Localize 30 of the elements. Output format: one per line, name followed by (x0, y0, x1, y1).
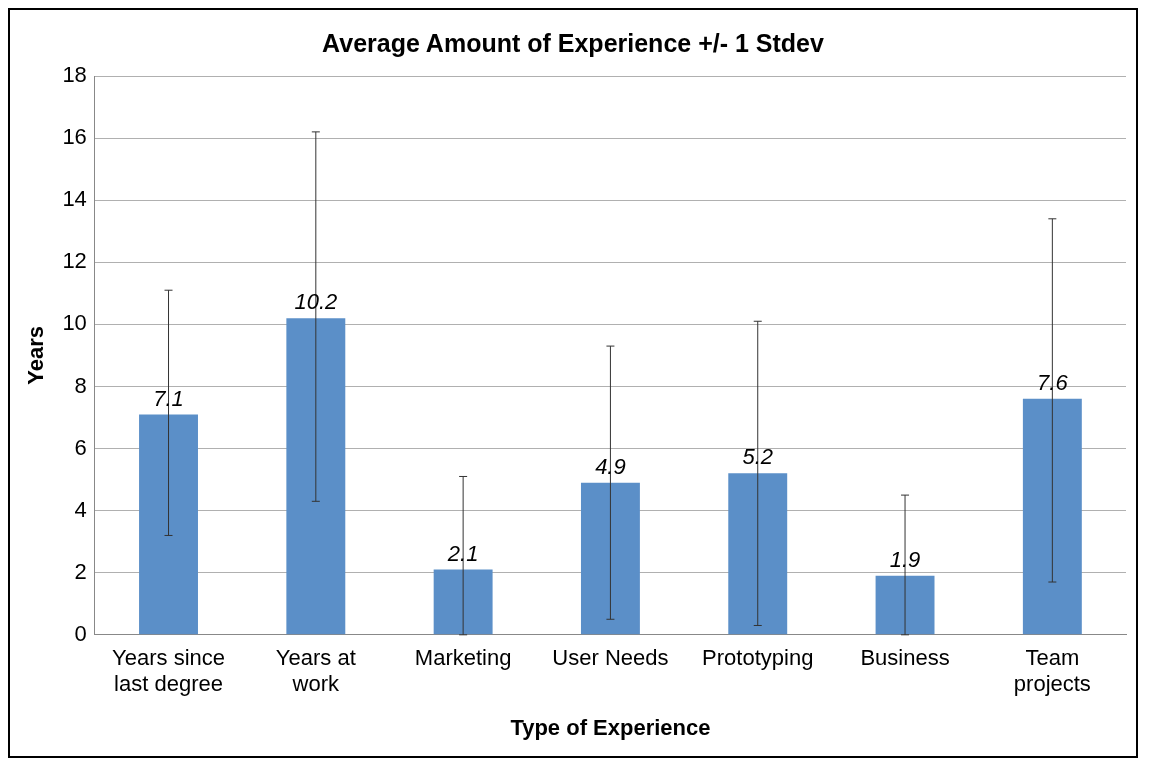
x-tick-label: Team projects (1013, 645, 1091, 697)
y-tick-label: 10 (62, 310, 87, 336)
x-tick-label: Marketing (414, 645, 512, 671)
y-tick-label: 12 (62, 248, 87, 274)
bar (728, 473, 788, 635)
y-axis-title: Years (23, 326, 49, 385)
y-tick-label: 8 (74, 372, 87, 398)
y-tick-label: 0 (74, 620, 87, 646)
y-tick-label: 2 (74, 558, 87, 584)
y-tick-label: 14 (62, 186, 87, 212)
data-label: 1.9 (889, 546, 921, 572)
bar (433, 569, 493, 635)
bar (580, 482, 640, 635)
x-tick-label: Prototyping (702, 645, 814, 671)
bar (139, 414, 198, 635)
data-label: 2.1 (446, 540, 479, 566)
y-tick-label: 4 (74, 496, 87, 522)
x-tick-label: User Needs (552, 645, 669, 671)
bar (875, 575, 935, 635)
x-tick-label: Business (860, 645, 950, 671)
x-tick-label: Years since last degree (112, 645, 225, 697)
data-label: 10.2 (294, 289, 338, 315)
y-tick-label: 16 (62, 124, 87, 150)
x-tick-label: Years at work (275, 645, 356, 697)
bar (286, 318, 346, 635)
x-axis-title: Type of Experience (510, 714, 711, 740)
y-tick-label: 18 (62, 62, 87, 88)
bar (1022, 398, 1082, 635)
chart-title: Average Amount of Experience +/- 1 Stdev (322, 28, 824, 57)
y-tick-label: 6 (74, 434, 87, 460)
